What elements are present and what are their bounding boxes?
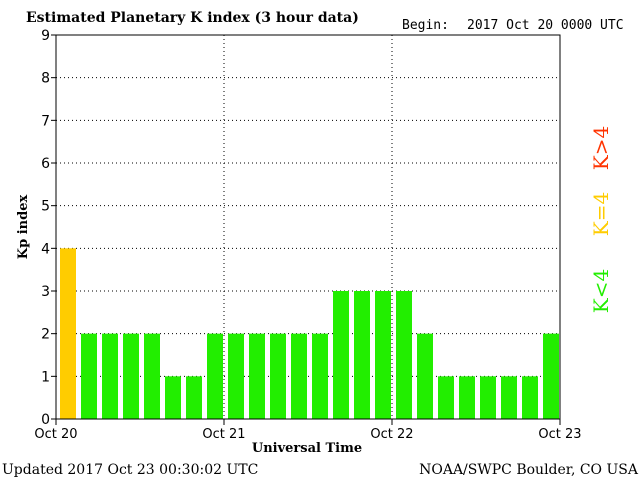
x-tick-label: Oct 20 bbox=[34, 427, 77, 442]
legend-threshold-label: K=4 bbox=[589, 192, 613, 236]
y-tick-label: 3 bbox=[41, 284, 50, 300]
kp-bar bbox=[291, 333, 307, 419]
kp-bar bbox=[60, 248, 76, 419]
kp-bar bbox=[249, 333, 265, 419]
kp-bar bbox=[144, 333, 160, 419]
y-axis-label: Kp index bbox=[16, 195, 31, 260]
kp-bar bbox=[543, 333, 559, 419]
x-tick-label: Oct 22 bbox=[370, 427, 413, 442]
kp-bar bbox=[186, 376, 202, 419]
y-tick-label: 9 bbox=[41, 28, 50, 44]
kp-bar bbox=[501, 376, 517, 419]
y-tick-label: 1 bbox=[41, 369, 50, 385]
updated-timestamp: Updated 2017 Oct 23 00:30:02 UTC bbox=[2, 462, 258, 478]
kp-bar bbox=[459, 376, 475, 419]
y-tick-label: 2 bbox=[41, 327, 50, 343]
kp-bar bbox=[480, 376, 496, 419]
x-axis-ticks: Oct 20 Oct 21 Oct 22 Oct 23 bbox=[34, 419, 582, 442]
kp-bar bbox=[165, 376, 181, 419]
y-tick-label: 8 bbox=[41, 71, 50, 87]
kp-bar bbox=[522, 376, 538, 419]
y-tick-label: 4 bbox=[41, 241, 50, 257]
legend-quiet-label: K<4 bbox=[589, 269, 613, 313]
kp-bar bbox=[270, 333, 286, 419]
legend-storm-label: K>4 bbox=[589, 126, 613, 170]
kp-bar bbox=[207, 333, 223, 419]
x-axis-label: Universal Time bbox=[252, 441, 362, 456]
chart-title: Estimated Planetary K index (3 hour data… bbox=[26, 10, 359, 26]
y-axis-ticks: 0 1 2 3 4 5 6 7 8 9 bbox=[41, 28, 56, 428]
y-tick-label: 7 bbox=[41, 113, 50, 129]
x-tick-label: Oct 23 bbox=[538, 427, 581, 442]
gridlines bbox=[56, 35, 560, 419]
kp-bar bbox=[354, 291, 370, 419]
kp-bar bbox=[102, 333, 118, 419]
bars bbox=[60, 248, 559, 419]
begin-label: Begin: bbox=[402, 18, 449, 33]
kp-bar bbox=[123, 333, 139, 419]
kp-bar bbox=[333, 291, 349, 419]
kp-bar bbox=[312, 333, 328, 419]
plot-frame bbox=[55, 34, 561, 420]
y-tick-label: 6 bbox=[41, 156, 50, 172]
y-tick-label: 5 bbox=[41, 199, 50, 215]
kp-bar bbox=[396, 291, 412, 419]
kp-bar bbox=[438, 376, 454, 419]
begin-value: 2017 Oct 20 0000 UTC bbox=[467, 18, 624, 33]
source-credit: NOAA/SWPC Boulder, CO USA bbox=[419, 462, 639, 478]
kp-bar bbox=[228, 333, 244, 419]
kp-bar bbox=[81, 333, 97, 419]
x-tick-label: Oct 21 bbox=[202, 427, 245, 442]
kp-bar bbox=[417, 333, 433, 419]
kp-bar bbox=[375, 291, 391, 419]
y-tick-label: 0 bbox=[41, 412, 50, 428]
